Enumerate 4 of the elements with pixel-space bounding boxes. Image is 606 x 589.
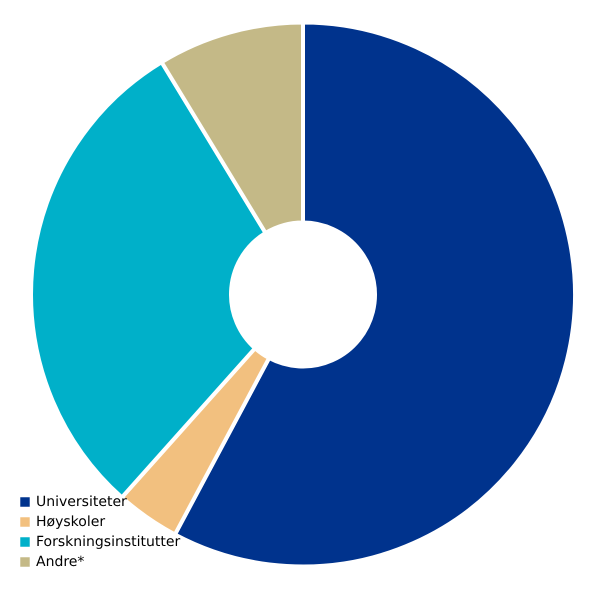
- legend-label: Høyskoler: [36, 514, 106, 530]
- legend-label: Andre*: [36, 554, 84, 570]
- legend-label: Universiteter: [36, 494, 128, 510]
- legend-label: Forskningsinstitutter: [36, 534, 180, 550]
